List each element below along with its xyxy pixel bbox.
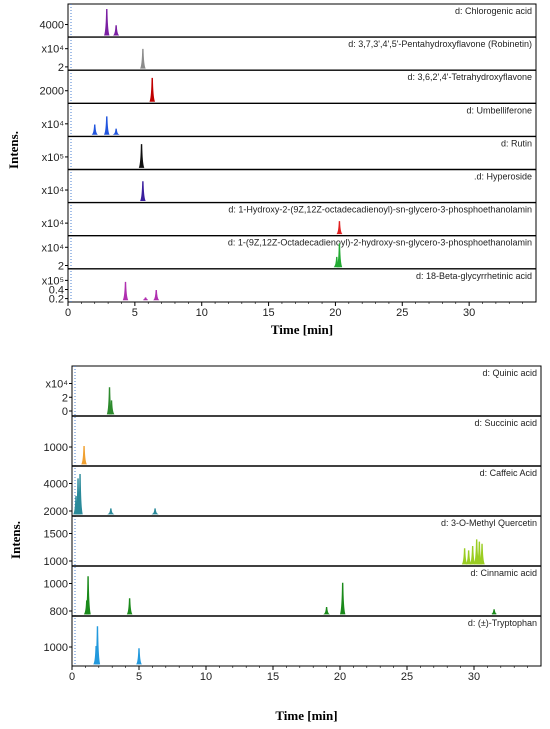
y-tick-label: 0.2 <box>49 294 64 306</box>
y-tick-label: 800 <box>50 606 68 618</box>
panel-label: d: 18-Beta-glycyrrhetinic acid <box>416 271 532 281</box>
chromatogram-peak <box>491 609 497 615</box>
y-tick-label: 0 <box>62 406 68 418</box>
x-tick-label: 0 <box>65 307 71 319</box>
chromatogram-peak <box>73 496 79 515</box>
chromatogram-peak <box>333 256 340 268</box>
chromatogram-peak <box>479 543 485 565</box>
chromatogram-peak <box>151 508 159 515</box>
y-tick-label: 2000 <box>40 86 64 98</box>
y-tick-label: x10⁴ <box>42 44 65 56</box>
y-tick-label: 1000 <box>44 442 68 454</box>
chromatogram-peak <box>93 646 99 665</box>
chromatogram-peak <box>149 77 156 102</box>
panel-label: d: 3-O-Methyl Quercetin <box>441 518 537 528</box>
x-tick-label: 30 <box>468 671 480 683</box>
plot-frame <box>67 3 537 303</box>
chromatogram-group-1: d: Chlorogenic acid 4000 d: 3,7,3',4',5'-P… <box>6 3 537 337</box>
panel-label: d: Rutin <box>501 138 532 148</box>
y-tick-label: 4000 <box>44 479 68 491</box>
chromatogram-peak <box>323 607 330 615</box>
x-axis-title: Time [min] <box>275 708 337 723</box>
y-tick-label: 1000 <box>44 642 68 654</box>
chromatogram-peak <box>143 297 148 301</box>
y-tick-label: 1000 <box>44 556 68 568</box>
y-tick-label: 2000 <box>44 506 68 518</box>
chromatogram-peak <box>91 124 98 135</box>
panel-label: d: 3,6,2',4'-Tetrahydroxyflavone <box>407 72 532 82</box>
chromatogram-peak <box>465 550 472 565</box>
chromatogram-peak <box>126 598 133 615</box>
panel-label: d: Quinic acid <box>482 368 537 378</box>
x-tick-label: 5 <box>132 307 138 319</box>
chromatogram-peak <box>108 400 115 415</box>
y-tick-label: x10⁵ <box>42 152 64 164</box>
chromatogram-peak <box>83 600 90 615</box>
y-tick-label: 4000 <box>40 20 64 32</box>
panel-label: d: 3,7,3',4',5'-Pentahydroxyflavone (Rob… <box>348 39 532 49</box>
chromatogram-peak <box>336 243 343 268</box>
x-tick-label: 0 <box>69 671 75 683</box>
chromatogram-peak <box>140 48 146 69</box>
chromatogram-peak <box>140 181 146 201</box>
y-tick-label: 2 <box>58 62 64 74</box>
y-tick-label: x10⁴ <box>42 119 65 131</box>
chromatogram-peak <box>103 116 110 135</box>
x-axis-title: Time [min] <box>271 322 333 337</box>
panel-label: d: Cinnamic acid <box>470 568 537 578</box>
y-axis-title: Intens. <box>8 521 23 559</box>
panel-label: .d: Hyperoside <box>474 172 532 182</box>
x-tick-label: 20 <box>334 671 346 683</box>
x-tick-label: 15 <box>267 671 279 683</box>
x-tick-label: 25 <box>401 671 413 683</box>
y-tick-label: 2 <box>58 260 64 272</box>
y-tick-label: x10⁴ <box>46 379 69 391</box>
panel-label: d: Chlorogenic acid <box>455 6 532 16</box>
panel-label: d: Caffeic Acid <box>480 468 537 478</box>
chromatogram-peak <box>138 144 145 168</box>
y-tick-label: 0.4 <box>49 284 64 296</box>
x-tick-label: 10 <box>196 307 208 319</box>
y-tick-label: x10⁴ <box>42 185 65 197</box>
panel-label: d: 1-Hydroxy-2-(9Z,12Z-octadecadienoyl)-… <box>228 205 532 215</box>
chromatogram-peak <box>112 128 120 135</box>
x-tick-label: 10 <box>200 671 212 683</box>
panel-label: d: Succinic acid <box>474 418 537 428</box>
x-tick-label: 5 <box>136 671 142 683</box>
panel-label: d: (±)-Tryptophan <box>468 618 537 628</box>
chromatogram-peak <box>113 25 120 36</box>
panel-label: d: Umbelliferone <box>466 105 532 115</box>
x-tick-label: 20 <box>329 307 341 319</box>
chromatogram-peak <box>153 290 160 301</box>
y-axis-title: Intens. <box>6 131 21 169</box>
chromatogram-peak <box>107 508 115 515</box>
chromatogram-peak <box>461 548 468 565</box>
chromatogram-peak <box>122 281 129 301</box>
chromatogram-peak <box>136 648 142 665</box>
y-tick-label: 1000 <box>44 579 68 591</box>
panel-label: d: 1-(9Z,12Z-Octadecadienoyl)-2-hydroxy-… <box>228 238 532 248</box>
chromatogram-peak <box>81 446 87 465</box>
y-tick-label: x10⁵ <box>42 275 64 287</box>
x-tick-label: 30 <box>463 307 475 319</box>
y-tick-label: 1500 <box>44 529 68 541</box>
x-tick-label: 15 <box>262 307 274 319</box>
chromatogram-peak <box>339 582 346 615</box>
y-tick-label: x10⁴ <box>42 242 65 254</box>
y-tick-label: x10⁴ <box>42 218 65 230</box>
chromatogram-peak <box>77 474 83 515</box>
y-tick-label: 2 <box>62 392 68 404</box>
chromatogram-peak <box>104 8 110 36</box>
chromatogram-peak <box>469 546 476 565</box>
x-tick-label: 25 <box>396 307 408 319</box>
chromatogram-peak <box>336 221 343 235</box>
